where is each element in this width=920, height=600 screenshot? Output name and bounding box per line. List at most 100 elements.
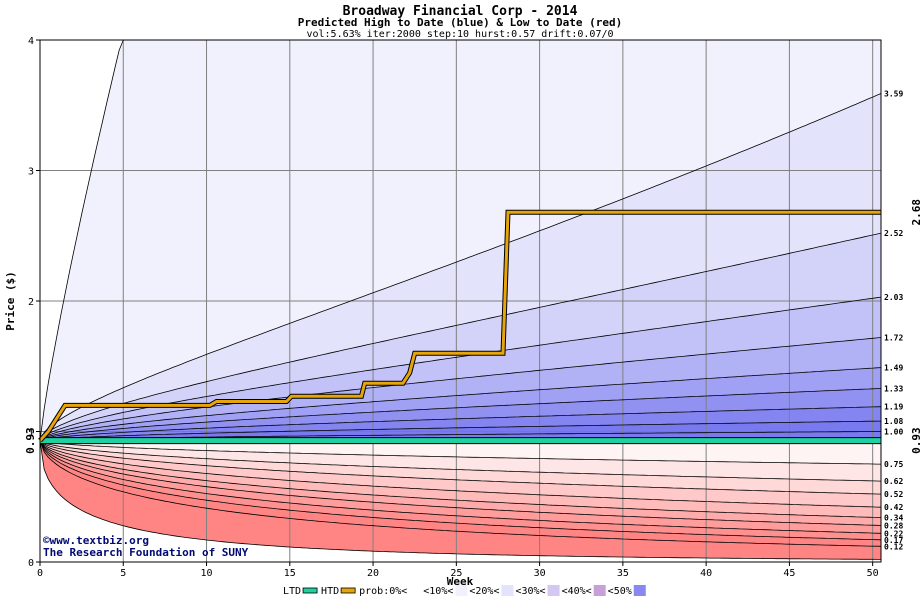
chart-params: vol:5.63% iter:2000 step:10 hurst:0.57 d… [306,29,613,40]
x-tick-45: 45 [783,568,795,579]
low-quantile-line-9 [39,440,881,560]
credit-url: ©www.textbiz.org [43,534,149,547]
quantile-label-1.08: 1.08 [884,417,903,426]
low-quantile-line-1 [39,440,882,482]
y-tick-3: 3 [28,167,34,178]
quantile-label-2.52: 2.52 [884,229,903,238]
quantile-label-3.59: 3.59 [884,90,903,99]
low-band-5 [40,440,881,526]
legend-swatch-4 [501,585,514,596]
x-tick-35: 35 [617,568,629,579]
high-quantile-line-2 [39,232,882,441]
low-band-2 [40,440,881,495]
y-axis-label: Price ($) [4,271,17,331]
high-quantile-line-7 [39,406,882,441]
quantile-labels: 3.59 2.52 2.03 1.72 1.49 1.33 1.19 1.08 1.00 0.75… [884,90,903,552]
high-quantile-line-6 [39,388,882,441]
quantile-label-1.33: 1.33 [884,384,903,393]
x-axis-label: Week [447,575,474,588]
low-quantile-line-5 [39,440,882,526]
quantile-label-0.28: 0.28 [884,521,903,530]
x-axis-ticks: 0 5 10 15 20 25 30 35 40 45 50 [37,562,879,579]
high-band-3 [40,297,881,441]
x-tick-0: 0 [37,568,43,579]
x-tick-25: 25 [450,568,462,579]
quantile-label-0.12: 0.12 [884,542,903,551]
quantile-label-0.42: 0.42 [884,503,903,512]
quantile-label-1.19: 1.19 [884,403,903,412]
quantile-label-1.72: 1.72 [884,334,903,343]
low-quantile-line-8 [39,440,882,547]
quantile-label-0.75: 0.75 [884,460,903,469]
low-band-7 [40,440,881,540]
high-band-4 [40,337,881,441]
legend-label-7: <50% [608,586,632,597]
quantile-label-0.34: 0.34 [884,514,903,523]
y-axis-ticks: 0 1 2 3 4 [28,36,40,569]
legend-swatch-5 [547,585,560,596]
low-band-3 [40,440,881,508]
credit-org: The Research Foundation of SUNY [43,546,249,559]
high-band-6 [40,388,881,441]
x-tick-10: 10 [201,568,213,579]
low-quantile-line-2 [39,440,882,495]
x-tick-20: 20 [367,568,379,579]
price-paths [38,209,881,445]
legend-swatch-6 [593,585,606,596]
y-tick-4: 4 [28,36,34,47]
low-quantile-line-3 [39,440,882,508]
x-tick-5: 5 [120,568,126,579]
x-tick-15: 15 [284,568,296,579]
high-quantile-line-1 [39,93,882,441]
x-tick-50: 50 [867,568,879,579]
grid-lines [40,40,881,562]
legend-label-3: <10%< [423,586,453,597]
high-quantile-line-5 [39,367,882,441]
y-tick-1: 1 [28,428,34,439]
legend-label-6: <40%< [562,586,592,597]
high-band-0 [40,40,881,441]
high-quantile-line-3 [39,296,882,441]
low-band-8 [40,440,881,547]
x-tick-30: 30 [534,568,546,579]
htd-final-label: 2.68 [910,199,920,226]
low-quantile-line-7 [39,440,882,541]
chart-title: Broadway Financial Corp - 2014 [343,4,578,19]
low-band-0 [40,440,881,465]
legend-swatch-1 [340,587,356,594]
quantile-label-1.00: 1.00 [884,428,903,437]
high-band-5 [40,367,881,441]
ltd-final-label: 0.93 [910,427,920,454]
high-quantile-line-8 [39,420,881,441]
quantile-label-2.03: 2.03 [884,293,903,302]
legend-label-5: <30%< [515,586,545,597]
legend-label-1: HTD [321,586,339,597]
quantile-label-0.52: 0.52 [884,490,903,499]
low-band-9 [40,440,881,560]
legend-swatch-2 [409,585,422,596]
low-quantile-line-6 [39,440,882,534]
low-quantile-line-4 [39,440,882,518]
htd-path [38,210,881,442]
low-quantile-line-0 [39,440,881,465]
legend-label-2: prob:0%< [359,586,407,597]
x-tick-40: 40 [700,568,712,579]
y-tick-2: 2 [28,297,34,308]
high-quantile-line-4 [39,337,882,441]
quantile-label-0.22: 0.22 [884,529,903,538]
quantile-label-0.17: 0.17 [884,536,903,545]
legend: LTD HTD prob:0%< <10%< <20%< <30%< <40%< <50% [283,585,646,597]
legend-label-4: <20%< [469,586,499,597]
quantile-label-1.49: 1.49 [884,364,903,373]
legend-swatch-3 [455,585,468,596]
start-price-label: 0.93 [24,427,37,454]
chart-subtitle: Predicted High to Date (blue) & Low to D… [298,16,623,29]
high-band-8 [40,421,881,441]
y-tick-0: 0 [28,558,34,569]
low-band-4 [40,440,881,518]
legend-swatch-0 [302,587,318,594]
low-band-1 [40,440,881,482]
legend-label-0: LTD [283,586,301,597]
legend-swatch-7 [633,585,646,596]
